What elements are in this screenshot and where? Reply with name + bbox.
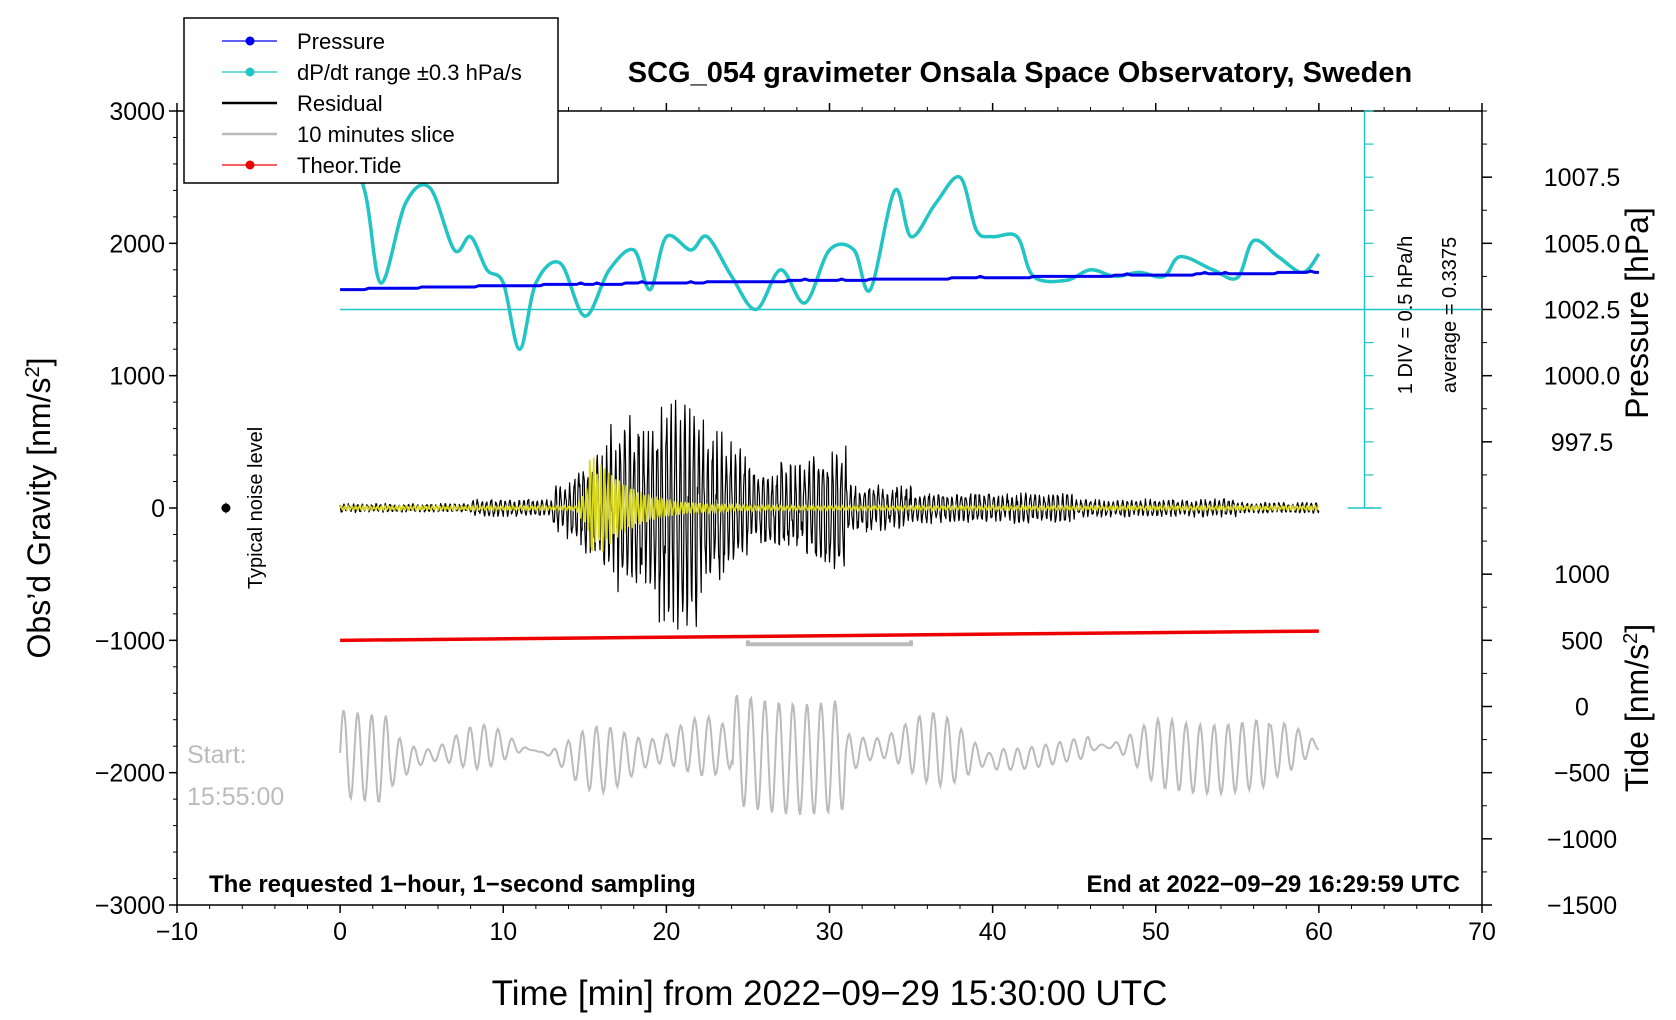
noise-level-dot xyxy=(221,503,231,513)
slice-zoom-line xyxy=(339,694,1320,816)
start-time-label: 15:55:00 xyxy=(187,783,284,811)
x-tick-label: 50 xyxy=(1142,918,1170,946)
legend-swatch-dot xyxy=(245,36,255,46)
legend-label: dP/dt range ±0.3 hPa/s xyxy=(297,60,522,85)
footer-right-text: End at 2022−09−29 16:29:59 UTC xyxy=(1086,871,1460,898)
slice-bracket xyxy=(745,640,914,647)
legend-box xyxy=(183,17,559,184)
pressure-tick-label: 997.5 xyxy=(1551,429,1614,457)
y-tick-label: −2000 xyxy=(95,760,165,788)
y-tick-label: 3000 xyxy=(109,98,165,126)
y-tick-label: −1000 xyxy=(95,627,165,655)
legend: Pressure dP/dt range ±0.3 hPa/s Residual 10… xyxy=(183,17,559,184)
pressure-division-label: 1 DIV = 0.5 hPa/h xyxy=(1395,236,1417,394)
pressure-line xyxy=(340,269,1319,292)
pressure-tick-label: 1000.0 xyxy=(1544,363,1620,391)
x-tick-label: 60 xyxy=(1305,918,1333,946)
residual-line xyxy=(339,399,1320,630)
chart-title: SCG_054 gravimeter Onsala Space Observat… xyxy=(628,57,1412,89)
y-tick-label: 2000 xyxy=(109,230,165,258)
x-tick-label: 70 xyxy=(1468,918,1496,946)
x-tick-label: −10 xyxy=(156,918,198,946)
y-tick-label: 1000 xyxy=(109,363,165,391)
x-tick-label: 30 xyxy=(816,918,844,946)
noise-level-label: Typical noise level xyxy=(245,427,267,589)
tide-tick-label: 500 xyxy=(1561,627,1603,655)
synthetic-line xyxy=(339,457,1320,552)
pressure-tick-label: 1002.5 xyxy=(1544,297,1620,325)
footer-left-text: The requested 1−hour, 1−second sampling xyxy=(209,871,696,898)
x-tick-label: 40 xyxy=(979,918,1007,946)
x-tick-label: 10 xyxy=(489,918,517,946)
legend-label: Pressure xyxy=(297,29,385,54)
pressure-tick-label: 1005.0 xyxy=(1544,230,1620,258)
legend-swatch-dot xyxy=(245,160,255,170)
tide-tick-label: 0 xyxy=(1575,694,1589,722)
tide-tick-label: −500 xyxy=(1554,760,1610,788)
start-label: Start: xyxy=(187,741,247,769)
pressure-tick-label: 1007.5 xyxy=(1544,164,1620,192)
theor-tide-line xyxy=(340,629,1319,643)
pressure-axis-label: Pressure [hPa] xyxy=(1619,207,1655,419)
y-tick-label: 0 xyxy=(151,495,165,523)
tide-tick-label: −1000 xyxy=(1547,826,1617,854)
x-tick-label: 0 xyxy=(333,918,347,946)
tide-tick-label: 1000 xyxy=(1554,561,1610,589)
x-axis-label: Time [min] from 2022−09−29 15:30:00 UTC xyxy=(492,974,1168,1013)
tide-tick-label: −1500 xyxy=(1547,892,1617,920)
y-axis-label: Obs’d Gravity [nm/s2] xyxy=(21,358,57,659)
dpdt-curve xyxy=(335,123,1321,351)
average-label: average = 0.3375 xyxy=(1439,237,1461,393)
x-tick-label: 20 xyxy=(652,918,680,946)
legend-label: Theor.Tide xyxy=(297,153,401,178)
tide-axis-label: Tide [nm/s2] xyxy=(1619,624,1655,792)
y-tick-label: −3000 xyxy=(95,892,165,920)
legend-label: 10 minutes slice xyxy=(297,122,455,147)
legend-swatch-dot xyxy=(245,67,255,77)
legend-label: Residual xyxy=(297,91,383,116)
